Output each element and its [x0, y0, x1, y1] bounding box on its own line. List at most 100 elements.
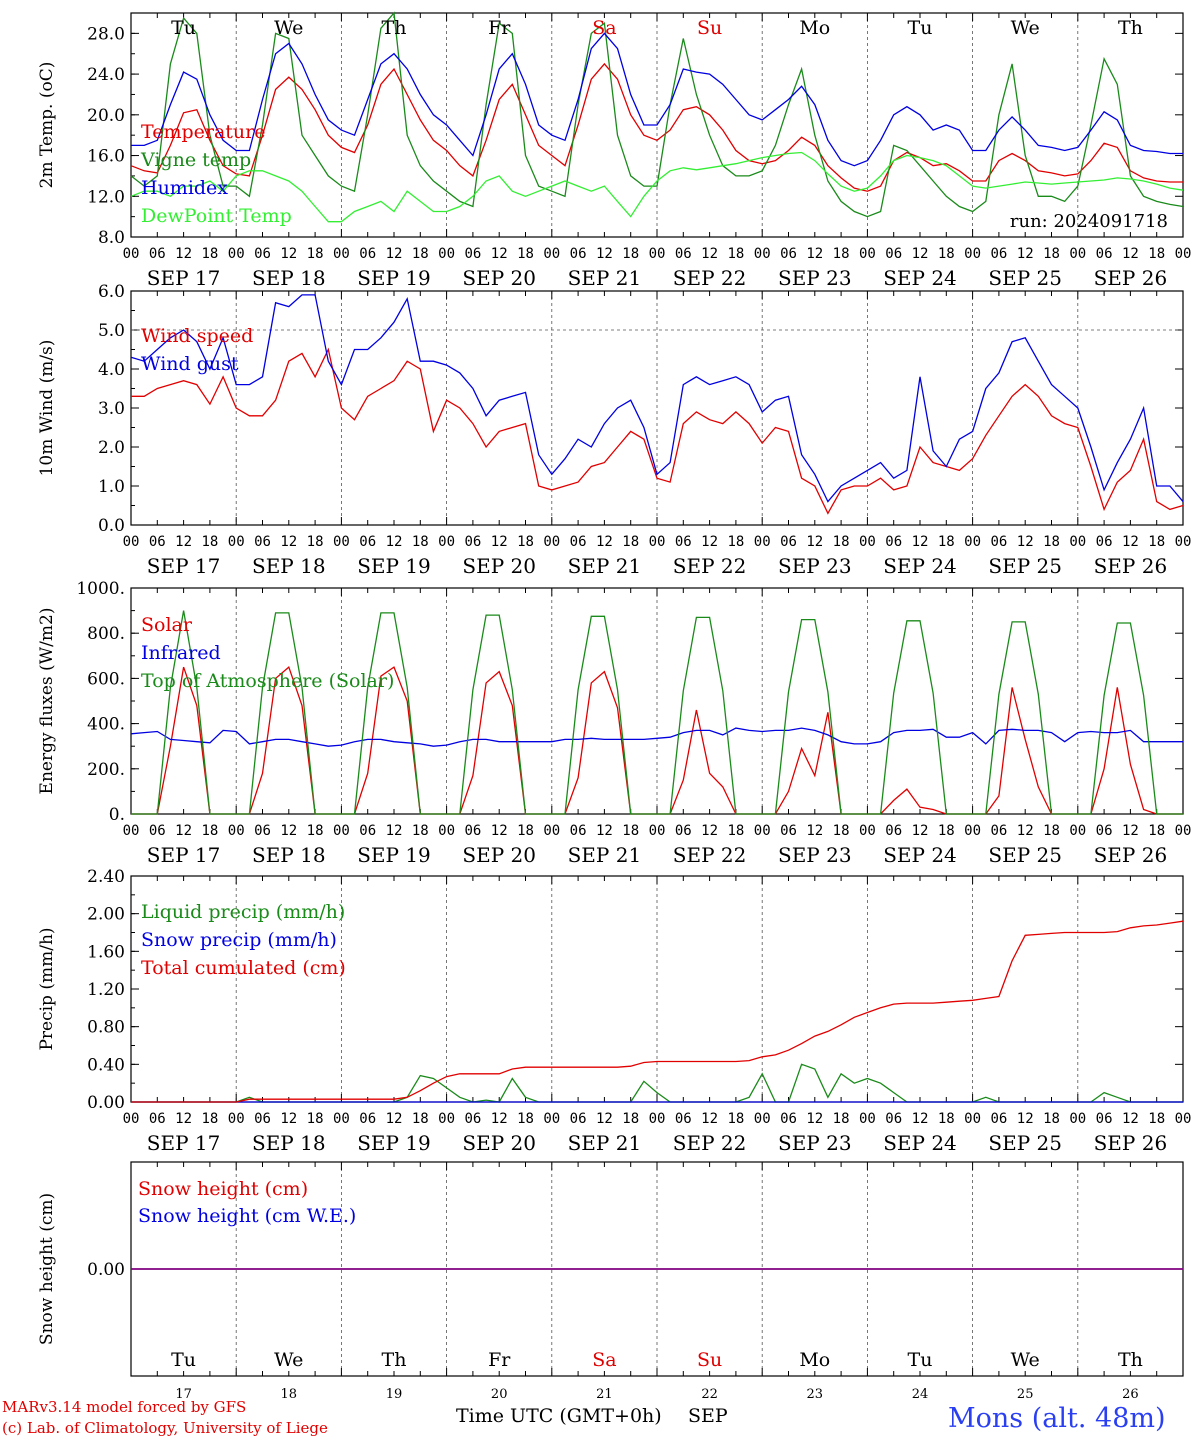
day-number: 17: [175, 1387, 192, 1402]
x-hour-label: 18: [1043, 534, 1060, 550]
x-hour-label: 18: [727, 246, 744, 262]
y-tick-label: 0.0: [98, 516, 125, 536]
x-hour-label: 00: [754, 246, 771, 262]
legend-entry: Total cumulated (cm): [141, 957, 346, 979]
day-name: We: [274, 17, 303, 39]
x-hour-label: 12: [386, 1111, 403, 1127]
day-name: We: [274, 1349, 303, 1371]
x-hour-label: 18: [727, 534, 744, 550]
x-hour-label: 00: [438, 246, 455, 262]
x-hour-label: 12: [491, 246, 508, 262]
day-number: 20: [491, 1387, 508, 1402]
y-tick-label: 24.0: [87, 65, 125, 85]
day-name: Mo: [799, 1349, 830, 1371]
x-date-label: SEP 26: [1094, 843, 1168, 867]
x-hour-label: 18: [1043, 823, 1060, 839]
x-hour-label: 18: [1148, 246, 1165, 262]
y-tick-label: 0.80: [87, 1018, 125, 1038]
x-date-label: SEP 18: [252, 843, 326, 867]
x-hour-label: 12: [1017, 823, 1034, 839]
day-name: Tu: [171, 17, 196, 39]
y-tick-label: 3.0: [98, 399, 125, 419]
x-hour-label: 06: [990, 246, 1007, 262]
y-tick-label: 2.00: [87, 905, 125, 925]
x-hour-label: 00: [859, 246, 876, 262]
y-axis-label: Energy fluxes (W/m2): [37, 608, 57, 795]
day-name: Th: [382, 17, 407, 39]
x-hour-label: 06: [570, 246, 587, 262]
x-hour-label: 12: [912, 1111, 929, 1127]
x-hour-label: 12: [1017, 246, 1034, 262]
x-hour-label: 18: [201, 1111, 218, 1127]
x-hour-label: 06: [464, 1111, 481, 1127]
x-hour-label: 18: [307, 823, 324, 839]
day-name: Mo: [799, 17, 830, 39]
x-hour-label: 12: [806, 534, 823, 550]
x-date-label: SEP 18: [252, 266, 326, 290]
day-number: 18: [281, 1387, 298, 1402]
x-hour-label: 00: [649, 246, 666, 262]
x-hour-label: 18: [1148, 534, 1165, 550]
x-hour-label: 00: [123, 1111, 140, 1127]
x-hour-label: 06: [885, 1111, 902, 1127]
y-tick-label: 16.0: [87, 147, 125, 167]
x-hour-label: 00: [859, 534, 876, 550]
x-hour-label: 00: [333, 823, 350, 839]
x-hour-label: 18: [727, 823, 744, 839]
x-hour-label: 06: [464, 823, 481, 839]
month-label: SEP: [688, 1405, 728, 1427]
series-line-temperature: [130, 62, 1183, 192]
x-date-label: SEP 25: [988, 843, 1062, 867]
x-hour-label: 18: [622, 246, 639, 262]
x-date-label: SEP 22: [673, 266, 747, 290]
y-tick-label: 28.0: [87, 24, 125, 44]
x-hour-label: 18: [938, 1111, 955, 1127]
x-hour-label: 18: [412, 1111, 429, 1127]
x-hour-label: 12: [1122, 246, 1139, 262]
x-hour-label: 12: [175, 246, 192, 262]
x-hour-label: 18: [517, 246, 534, 262]
x-hour-label: 12: [701, 1111, 718, 1127]
day-number: 22: [701, 1387, 718, 1402]
day-number: 26: [1122, 1387, 1139, 1402]
day-name: Su: [697, 1349, 722, 1371]
x-hour-label: 00: [964, 534, 981, 550]
legend-entry: Solar: [141, 614, 193, 636]
x-hour-label: 12: [1122, 1111, 1139, 1127]
x-hour-label: 00: [964, 823, 981, 839]
legend-entry: Top of Atmosphere (Solar): [141, 670, 394, 692]
x-date-label: SEP 17: [147, 843, 221, 867]
x-hour-label: 12: [596, 823, 613, 839]
x-hour-label: 12: [1122, 823, 1139, 839]
x-hour-label: 12: [175, 534, 192, 550]
x-date-label: SEP 24: [883, 843, 957, 867]
x-hour-label: 06: [570, 1111, 587, 1127]
x-hour-label: 18: [1148, 823, 1165, 839]
x-hour-label: 18: [517, 823, 534, 839]
x-date-label: SEP 19: [357, 554, 431, 578]
x-date-label: SEP 21: [568, 266, 642, 290]
day-name: We: [1011, 1349, 1040, 1371]
x-hour-label: 18: [1043, 246, 1060, 262]
x-hour-label: 18: [412, 246, 429, 262]
series-line-humidex: [131, 32, 1183, 167]
x-date-label: SEP 17: [147, 554, 221, 578]
x-hour-label: 00: [1175, 1111, 1192, 1127]
day-number: 24: [912, 1387, 929, 1402]
panel-4: 0.00 0.40 0.80 1.20 1.60 2.00 2.40 Precip (mm/h…: [37, 867, 1191, 1155]
x-hour-label: 06: [675, 823, 692, 839]
x-hour-label: 00: [123, 246, 140, 262]
x-hour-label: 06: [1096, 534, 1113, 550]
x-hour-label: 00: [1069, 534, 1086, 550]
x-hour-label: 06: [149, 534, 166, 550]
x-date-label: SEP 26: [1094, 1131, 1168, 1155]
x-hour-label: 00: [754, 534, 771, 550]
x-hour-label: 00: [964, 246, 981, 262]
x-hour-label: 00: [123, 823, 140, 839]
x-hour-label: 06: [675, 534, 692, 550]
x-hour-label: 12: [491, 1111, 508, 1127]
legend-entry: Liquid precip (mm/h): [141, 901, 345, 923]
y-tick-label: 12.0: [87, 187, 125, 207]
x-hour-label: 06: [464, 246, 481, 262]
x-date-label: SEP 20: [462, 554, 536, 578]
